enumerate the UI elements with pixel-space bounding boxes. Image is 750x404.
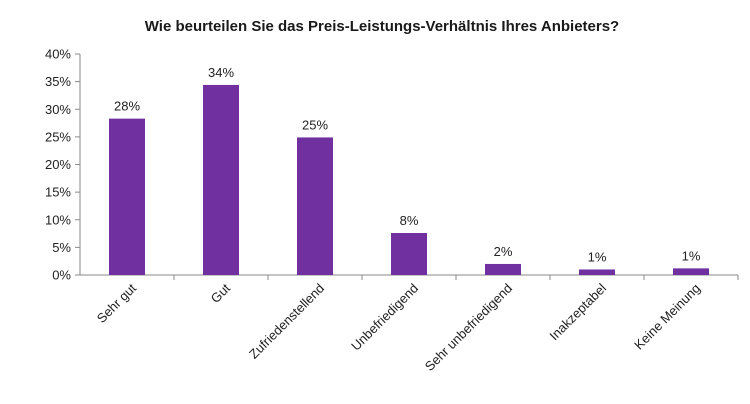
bar [673,268,709,275]
bar [579,269,615,275]
category-label: Keine Meinung [631,281,703,353]
bar [391,233,427,275]
y-axis: 0% 5% 10% 15% 20% 25% 30% 35% 40% [45,47,81,283]
category-label: Inakzeptabel [546,280,609,343]
data-label: 34% [208,65,234,80]
bar [109,118,145,275]
y-tick-label: 0% [52,268,71,283]
y-tick-label: 15% [45,185,71,200]
y-tick-label: 25% [45,129,71,144]
data-label: 8% [400,213,419,228]
category-label: Sehr unbefriedigend [422,281,515,374]
data-label: 1% [588,249,607,264]
bar [485,263,521,275]
category-label: Unbefriedigend [348,281,421,354]
y-tick-label: 20% [45,157,71,172]
data-labels-group: 28% 34% 25% 8% 2% 1% 1% [114,65,701,265]
bar [297,137,333,275]
chart-title: Wie beurteilen Sie das Preis-Leistungs-V… [145,18,619,35]
bars-group [109,84,709,275]
x-axis [80,274,739,280]
data-label: 28% [114,99,140,114]
category-label: Zufriedenstellend [246,281,327,362]
category-labels-group: Sehr gut Gut Zufriedenstellend Unbefriedige… [94,280,703,374]
y-tick-label: 40% [45,47,71,62]
y-tick-label: 10% [45,212,71,227]
bar [203,84,239,275]
category-label: Gut [208,280,234,306]
data-label: 1% [682,248,701,263]
y-tick-label: 35% [45,74,71,89]
data-label: 2% [494,244,513,259]
data-label: 25% [302,117,328,132]
category-label: Sehr gut [94,280,140,326]
y-tick-label: 30% [45,102,71,117]
y-tick-label: 5% [52,240,71,255]
